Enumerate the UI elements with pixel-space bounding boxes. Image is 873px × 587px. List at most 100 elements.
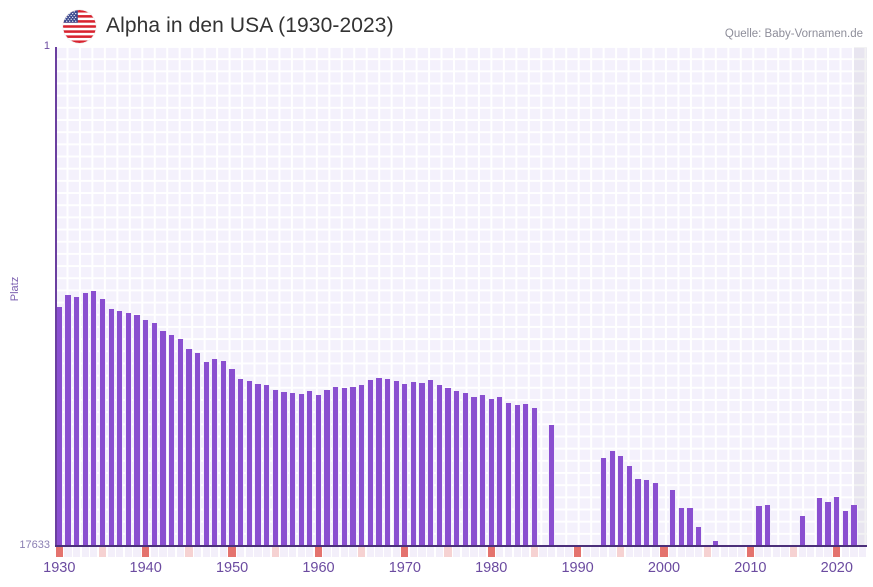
- x-tick-mark: [133, 547, 141, 557]
- bar[interactable]: [349, 387, 357, 546]
- bar[interactable]: [323, 390, 331, 546]
- bar[interactable]: [90, 291, 98, 546]
- bar[interactable]: [677, 508, 685, 546]
- bar[interactable]: [98, 299, 107, 546]
- bar[interactable]: [513, 405, 521, 546]
- bar[interactable]: [124, 313, 133, 546]
- bar[interactable]: [669, 490, 677, 546]
- bar[interactable]: [418, 383, 426, 546]
- x-tick-mark: [435, 547, 444, 557]
- x-tick-mark: [746, 547, 754, 557]
- bar[interactable]: [193, 353, 202, 546]
- bar[interactable]: [617, 456, 625, 546]
- bar[interactable]: [850, 505, 858, 546]
- bar[interactable]: [219, 361, 228, 546]
- bar[interactable]: [72, 297, 81, 546]
- bar[interactable]: [176, 339, 184, 546]
- bar[interactable]: [530, 408, 539, 546]
- bar[interactable]: [833, 497, 841, 546]
- x-tick-mark: [798, 547, 806, 557]
- bar[interactable]: [504, 403, 513, 546]
- bar[interactable]: [824, 502, 832, 546]
- bar[interactable]: [712, 541, 720, 546]
- bar[interactable]: [314, 395, 323, 546]
- bar[interactable]: [288, 393, 297, 546]
- bar[interactable]: [271, 390, 279, 546]
- bar[interactable]: [332, 387, 340, 546]
- bar[interactable]: [496, 397, 504, 546]
- bar[interactable]: [142, 320, 150, 546]
- bar[interactable]: [340, 388, 348, 546]
- bar[interactable]: [185, 349, 193, 546]
- x-tick-mark: [340, 547, 348, 557]
- bar[interactable]: [453, 391, 461, 546]
- bar[interactable]: [643, 480, 651, 546]
- x-tick-mark: [539, 547, 547, 557]
- bar[interactable]: [383, 379, 392, 546]
- bar[interactable]: [798, 516, 806, 546]
- x-tick-label: 1950: [215, 560, 249, 576]
- x-tick-mark: [228, 547, 236, 557]
- bar[interactable]: [427, 380, 435, 546]
- x-tick-mark: [781, 547, 789, 557]
- bar[interactable]: [64, 295, 72, 546]
- x-tick-mark: [72, 547, 81, 557]
- bar[interactable]: [409, 382, 418, 546]
- x-tick-label: 2000: [647, 560, 681, 576]
- x-tick-label: 1970: [388, 560, 421, 576]
- bar[interactable]: [202, 362, 210, 546]
- bar[interactable]: [435, 385, 444, 546]
- bar[interactable]: [522, 404, 530, 546]
- bar[interactable]: [358, 385, 366, 546]
- bar[interactable]: [133, 315, 141, 546]
- x-tick-mark: [755, 547, 763, 557]
- bar[interactable]: [478, 395, 487, 546]
- bar[interactable]: [150, 323, 158, 546]
- bar[interactable]: [841, 511, 850, 546]
- x-tick-label: 1990: [561, 560, 594, 576]
- bar[interactable]: [401, 384, 409, 546]
- bar[interactable]: [366, 380, 374, 546]
- bar[interactable]: [375, 378, 383, 546]
- bar[interactable]: [634, 479, 642, 546]
- bar[interactable]: [686, 508, 694, 546]
- x-tick-mark: [453, 547, 461, 557]
- bar[interactable]: [116, 311, 124, 546]
- x-tick-mark: [366, 547, 374, 557]
- bar[interactable]: [444, 388, 452, 546]
- x-tick-mark: [530, 547, 539, 557]
- bar[interactable]: [487, 399, 495, 546]
- bar[interactable]: [599, 458, 608, 546]
- x-tick-mark: [55, 547, 63, 557]
- bar[interactable]: [211, 359, 219, 546]
- bar[interactable]: [306, 391, 314, 546]
- bar[interactable]: [245, 381, 253, 546]
- bar[interactable]: [755, 506, 763, 546]
- bar[interactable]: [470, 397, 478, 546]
- bar[interactable]: [228, 369, 236, 546]
- bar[interactable]: [625, 466, 634, 546]
- x-tick-mark: [625, 547, 634, 557]
- bar[interactable]: [280, 392, 288, 546]
- x-tick-mark: [496, 547, 504, 557]
- bar[interactable]: [167, 335, 176, 546]
- bar[interactable]: [107, 309, 115, 546]
- bar[interactable]: [263, 385, 271, 546]
- bar[interactable]: [81, 293, 89, 546]
- bar[interactable]: [392, 381, 400, 546]
- bar[interactable]: [764, 505, 772, 546]
- bar[interactable]: [297, 394, 305, 546]
- bar[interactable]: [548, 425, 556, 546]
- bar[interactable]: [608, 451, 616, 546]
- bar[interactable]: [461, 393, 469, 546]
- bar[interactable]: [651, 483, 659, 546]
- bar[interactable]: [159, 331, 167, 546]
- x-tick-mark: [418, 547, 426, 557]
- bar[interactable]: [237, 379, 245, 546]
- x-tick-mark: [841, 547, 850, 557]
- bar[interactable]: [254, 384, 262, 546]
- bar[interactable]: [815, 498, 824, 546]
- bar[interactable]: [694, 527, 703, 546]
- x-tick-mark: [789, 547, 798, 557]
- x-tick-mark: [124, 547, 133, 557]
